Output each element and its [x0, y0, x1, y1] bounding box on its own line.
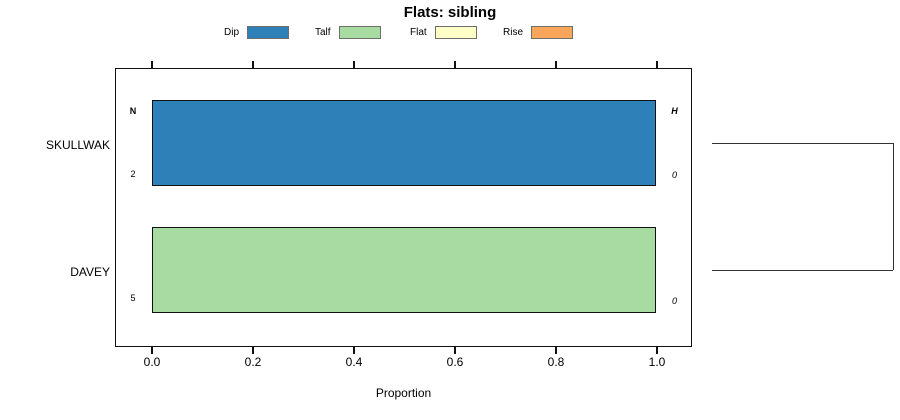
- top-tick-1: [252, 61, 254, 68]
- bottom-tick-2: [353, 347, 355, 354]
- bottom-tick-1: [252, 347, 254, 354]
- bracket-vertical-line: [893, 143, 894, 270]
- n-column-header: N: [129, 106, 137, 116]
- legend-label-rise: Rise: [503, 26, 524, 38]
- legend-swatch-flat: [434, 25, 477, 39]
- x-tick-label-0: 0.0: [143, 355, 161, 369]
- top-tick-2: [353, 61, 355, 68]
- x-axis-label: Proportion: [375, 386, 432, 400]
- category-label-davey: DAVEY: [70, 265, 110, 279]
- x-tick-label-1: 0.2: [244, 355, 262, 369]
- legend-label-dip: Dip: [224, 26, 240, 38]
- top-tick-5: [656, 61, 658, 68]
- x-tick-label-4: 0.8: [547, 355, 565, 369]
- top-tick-4: [555, 61, 557, 68]
- bottom-tick-5: [656, 347, 658, 354]
- legend-item-flat: Flat: [410, 24, 477, 40]
- bar-davey-talf: [152, 227, 656, 313]
- h-value-skullwak: 0: [671, 170, 677, 180]
- legend-label-talf: Talf: [315, 26, 331, 38]
- legend-item-dip: Dip: [224, 24, 290, 40]
- top-tick-3: [454, 61, 456, 68]
- bracket-bottom-line: [712, 270, 893, 271]
- legend-swatch-talf: [338, 25, 381, 39]
- n-value-davey: 5: [130, 293, 136, 303]
- bar-skullwak-dip: [152, 100, 656, 186]
- x-tick-label-2: 0.4: [345, 355, 363, 369]
- legend-item-talf: Talf: [315, 24, 381, 40]
- legend-swatch-dip: [247, 25, 290, 39]
- x-tick-label-5: 1.0: [648, 355, 666, 369]
- bottom-tick-0: [151, 347, 153, 354]
- legend-swatch-rise: [531, 25, 574, 39]
- legend-label-flat: Flat: [410, 26, 427, 38]
- n-value-skullwak: 2: [130, 169, 136, 179]
- category-label-skullwak: SKULLWAK: [45, 138, 110, 152]
- bracket-top-line: [712, 143, 893, 144]
- bottom-tick-3: [454, 347, 456, 354]
- chart-title: Flats: sibling: [403, 4, 497, 21]
- h-column-header: H: [671, 106, 678, 116]
- legend-item-rise: Rise: [503, 24, 574, 40]
- bottom-tick-4: [555, 347, 557, 354]
- top-tick-0: [151, 61, 153, 68]
- x-tick-label-3: 0.6: [446, 355, 464, 369]
- h-value-davey: 0: [671, 296, 677, 306]
